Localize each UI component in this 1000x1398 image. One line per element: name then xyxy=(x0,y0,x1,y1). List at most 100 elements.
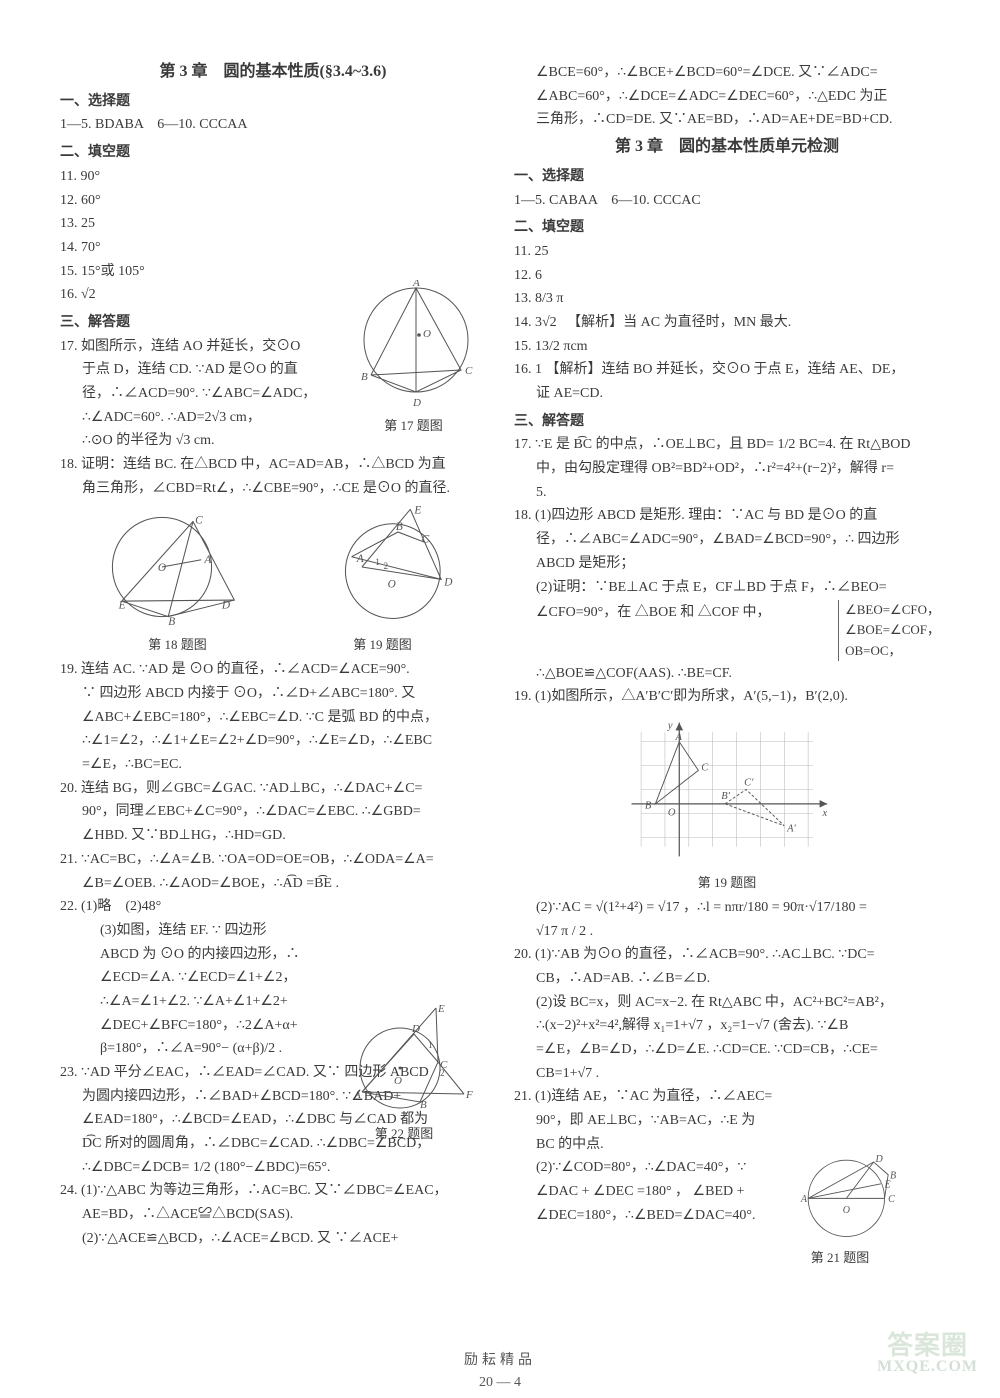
r18-line: ∠CFO=90°，在 △BOE 和 △COF 中， xyxy=(514,602,838,658)
p18-line: 18. 证明：连结 BC. 在△BCD 中，AC=AD=AB，∴△BCD 为直 xyxy=(60,454,486,476)
svg-text:2: 2 xyxy=(384,563,389,573)
rq13: 13. 8/3 π xyxy=(514,288,940,310)
r20-line: =∠E，∠B=∠D，∴∠D=∠E. ∴CD=CE. ∵CD=CB，∴CE= xyxy=(514,1039,940,1061)
p20-line: 90°，同理∠EBC+∠C=90°，∴∠DAC=∠EBC. ∴∠GBD= xyxy=(60,801,486,823)
p22-line: 22. (1)略 (2)48° xyxy=(60,896,486,918)
svg-text:A: A xyxy=(800,1194,808,1205)
right-column: ∠BCE=60°，∴∠BCE+∠BCD=60°=∠DCE. 又∵∠ADC= ∠A… xyxy=(514,60,940,1252)
p24-line: (2)∵△ACE≌△BCD，∴∠ACE=∠BCD. 又 ∵∠ACE+ xyxy=(60,1228,486,1250)
svg-text:D: D xyxy=(411,1023,420,1035)
svg-text:1: 1 xyxy=(428,1040,433,1050)
svg-text:A: A xyxy=(203,554,211,566)
rq14: 14. 3√2 【解析】当 AC 为直径时，MN 最大. xyxy=(514,312,940,334)
svg-text:1: 1 xyxy=(375,558,380,568)
rq16: 证 AE=CD. xyxy=(514,383,940,405)
p20-line: 20. 连结 BG，则∠GBC=∠GAC. ∵AD⊥BC，∴∠DAC+∠C= xyxy=(60,778,486,800)
r18-line: ∴△BOE≌△COF(AAS). ∴BE=CF. xyxy=(514,663,940,685)
p19-line: 19. 连结 AC. ∵AD 是 ⊙O 的直径，∴∠ACD=∠ACE=90°. xyxy=(60,659,486,681)
figures-18-19: O A C E B D 第 18 题图 O A B xyxy=(100,505,486,655)
svg-text:C: C xyxy=(701,762,709,773)
svg-text:D: D xyxy=(443,577,452,589)
svg-text:O: O xyxy=(394,1075,402,1087)
p19-line: ∵ 四边形 ABCD 内接于 ⊙O，∴∠D+∠ABC=180°. 又 xyxy=(60,683,486,705)
svg-text:E: E xyxy=(413,505,421,516)
left-section-1: 一、选择题 xyxy=(60,91,486,113)
brace-line: ∠BEO=∠CFO， xyxy=(845,600,940,620)
r17-line: 5. xyxy=(514,482,940,504)
p23-line: ∴∠DBC=∠DCB= 1/2 (180°−∠BDC)=65°. xyxy=(60,1157,486,1179)
r20-line: ∴(x−2)²+x²=4²,解得 x₁=1+√7 ，x₂=1−√7 (舍去). … xyxy=(514,1015,940,1037)
right-chapter-title: 第 3 章 圆的基本性质单元检测 xyxy=(514,135,940,160)
svg-text:A: A xyxy=(353,1089,361,1101)
r18-line: 18. (1)四边形 ABCD 是矩形. 理由：∵AC 与 BD 是⊙O 的直 xyxy=(514,505,940,527)
p19-line: =∠E，∴BC=EC. xyxy=(60,754,486,776)
figure-22-caption: 第 22 题图 xyxy=(334,1124,474,1144)
p18-line: 角三角形，∠CBD=Rt∠，∴∠CBE=90°，∴CE 是⊙O 的直径. xyxy=(60,478,486,500)
watermark-line1: 答案圈 xyxy=(877,1332,978,1359)
svg-text:2: 2 xyxy=(440,1068,445,1078)
q12: 12. 60° xyxy=(60,190,486,212)
rq15: 15. 13/2 πcm xyxy=(514,336,940,358)
svg-text:O: O xyxy=(843,1205,850,1216)
p24-line: AE=BD，∴△ACE≌△BCD(SAS). xyxy=(60,1204,486,1226)
right-section-1: 一、选择题 xyxy=(514,166,940,188)
p24-line: 24. (1)∵△ABC 为等边三角形，∴AC=BC. 又∵∠DBC=∠EAC， xyxy=(60,1180,486,1202)
carryover-line: ∠BCE=60°，∴∠BCE+∠BCD=60°=∠DCE. 又∵∠ADC= xyxy=(514,62,940,84)
r20-line: 20. (1)∵AB 为⊙O 的直径，∴∠ACB=90°. ∴AC⊥BC. ∵D… xyxy=(514,944,940,966)
svg-text:C: C xyxy=(888,1194,895,1205)
p19-line: ∠ABC+∠EBC=180°，∴∠EBC=∠D. ∵C 是弧 BD 的中点， xyxy=(60,707,486,729)
left-mcq-answers: 1—5. BDABA 6—10. CCCAA xyxy=(60,114,486,136)
watermark-line2: MXQE.COM xyxy=(877,1359,978,1376)
svg-text:y: y xyxy=(667,720,673,731)
p21-line: 21. ∵AC=BC，∴∠A=∠B. ∵OA=OD=OE=OB，∴∠ODA=∠A… xyxy=(60,849,486,871)
svg-text:C′: C′ xyxy=(744,778,754,789)
figure-18-caption: 第 18 题图 xyxy=(100,635,255,655)
svg-text:B: B xyxy=(890,1170,896,1181)
p22-line: ∠ECD=∠A. ∵∠ECD=∠1+∠2， xyxy=(60,967,486,989)
watermark: 答案圈 MXQE.COM xyxy=(877,1332,978,1376)
carryover-line: ∠ABC=60°，∴∠DCE=∠ADC=∠DEC=60°，∴△EDC 为正 xyxy=(514,86,940,108)
right-mcq-answers: 1—5. CABAA 6—10. CCCAC xyxy=(514,190,940,212)
svg-text:D: D xyxy=(412,397,421,409)
svg-text:F: F xyxy=(465,1089,473,1101)
svg-text:O: O xyxy=(423,328,431,340)
r18-line: 径，∴∠ABC=∠ADC=90°，∠BAD=∠BCD=90°，∴ 四边形 xyxy=(514,529,940,551)
left-section-2: 二、填空题 xyxy=(60,142,486,164)
svg-text:B: B xyxy=(361,371,368,383)
svg-text:O: O xyxy=(668,807,676,818)
p19-line: ∴∠1=∠2，∴∠1+∠E=∠2+∠D=90°，∴∠E=∠D，∴∠EBC xyxy=(60,730,486,752)
carryover-line: 三角形，∴CD=DE. 又∵AE=BD，∴AD=AE+DE=BD+CD. xyxy=(514,109,940,131)
svg-text:O: O xyxy=(158,563,166,575)
r18-line: ABCD 是矩形； xyxy=(514,553,940,575)
svg-text:x: x xyxy=(821,808,827,819)
r20-line: (2)设 BC=x，则 AC=x−2. 在 Rt△ABC 中，AC²+BC²=A… xyxy=(514,992,940,1014)
figure-21r-caption: 第 21 题图 xyxy=(740,1248,940,1268)
p21-line: ∠B=∠OEB. ∴∠AOD=∠BOE，∴A͡D =B͡E . xyxy=(60,873,486,895)
figure-19r: x y O A B C A′ B′ C′ 第 19 题图 xyxy=(514,712,940,893)
figure-19r-caption: 第 19 题图 xyxy=(514,873,940,893)
r21-line: 21. (1)连结 AE，∵AC 为直径，∴∠AEC= xyxy=(514,1086,940,1108)
page-number: 20 — 4 xyxy=(0,1372,1000,1394)
r20-line: CB，∴AD=AB. ∴∠B=∠D. xyxy=(514,968,940,990)
p22-line: ABCD 为 ⊙O 的内接四边形，∴ xyxy=(60,944,486,966)
brace-line: ∠BOE=∠COF， xyxy=(845,620,940,640)
figure-21r: O A C D B E 第 21 题图 xyxy=(740,1142,940,1268)
svg-text:O: O xyxy=(388,579,396,591)
rq11: 11. 25 xyxy=(514,241,940,263)
left-column: 第 3 章 圆的基本性质(§3.4~3.6) 一、选择题 1—5. BDABA … xyxy=(60,60,486,1252)
right-section-3: 三、解答题 xyxy=(514,411,940,433)
figure-22: O A B C D E F 1 2 第 22 题图 xyxy=(334,998,474,1144)
r20-line: CB=1+√7 . xyxy=(514,1063,940,1085)
svg-text:B: B xyxy=(168,616,175,628)
r17-line: 中，由勾股定理得 OB²=BD²+OD²，∴r²=4²+(r−2)²，解得 r= xyxy=(514,458,940,480)
svg-text:C: C xyxy=(195,515,203,527)
left-chapter-title: 第 3 章 圆的基本性质(§3.4~3.6) xyxy=(60,60,486,85)
svg-text:C: C xyxy=(465,365,473,377)
brace-line: OB=OC， xyxy=(845,641,940,661)
svg-text:A: A xyxy=(674,732,682,743)
r17-line: 17. ∵E 是 B͡C 的中点，∴OE⊥BC，且 BD= 1/2 BC=4. … xyxy=(514,434,940,456)
r19b-line: (2)∵AC = √(1²+4²) = √17 ，∴l = nπr/180 = … xyxy=(514,897,940,919)
svg-text:B: B xyxy=(645,801,652,812)
rq16: 16. 1 【解析】连结 BO 并延长，交⊙O 于点 E，连结 AE、DE， xyxy=(514,359,940,381)
figure-19-caption: 第 19 题图 xyxy=(295,635,470,655)
